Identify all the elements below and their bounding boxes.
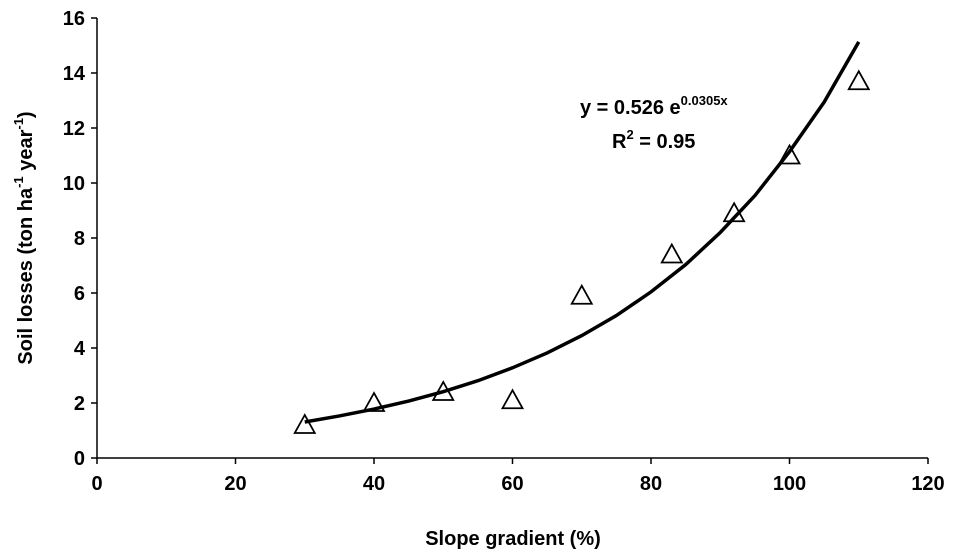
x-tick-label: 120 — [911, 473, 944, 495]
data-point — [293, 413, 317, 434]
y-tick-label: 14 — [63, 63, 86, 85]
x-tick-label: 60 — [501, 473, 523, 495]
text-part: year — [15, 129, 37, 176]
data-point — [847, 69, 871, 91]
trendline — [304, 41, 861, 424]
data-point — [431, 380, 455, 401]
superscript: -1 — [11, 118, 26, 130]
data-point — [570, 283, 594, 305]
data-point — [500, 388, 525, 410]
x-tick-label: 80 — [640, 473, 662, 495]
x-tick-label: 0 — [91, 473, 102, 495]
y-tick-label: 4 — [74, 338, 86, 360]
y-tick-label: 12 — [63, 118, 85, 140]
y-tick-label: 6 — [74, 283, 85, 305]
data-point — [362, 391, 386, 412]
y-tick-label: 10 — [63, 173, 85, 195]
data-point — [660, 242, 684, 264]
text-part: Soil losses (ton ha — [15, 187, 37, 365]
x-tick-label: 100 — [773, 473, 806, 495]
x-axis-title: Slope gradient (%) — [425, 528, 601, 550]
y-tick-label: 8 — [74, 228, 85, 250]
r-squared: R2 = 0.95 — [612, 127, 695, 153]
superscript: 0.0305x — [681, 93, 729, 108]
data-point — [777, 143, 802, 165]
x-tick-label: 20 — [224, 473, 246, 495]
text-part: ) — [15, 111, 37, 118]
y-tick-label: 2 — [74, 393, 85, 415]
text-part: y = 0.526 e — [580, 97, 681, 119]
equation: y = 0.526 e0.0305x — [580, 93, 728, 119]
y-tick-label: 16 — [63, 8, 85, 30]
y-axis-title: Soil losses (ton ha-1 year-1) — [11, 111, 37, 364]
data-point — [722, 201, 746, 223]
superscript: 2 — [626, 127, 633, 142]
x-tick-label: 40 — [363, 473, 385, 495]
text-part: = 0.95 — [634, 131, 696, 153]
superscript: -1 — [11, 176, 26, 188]
y-tick-label: 0 — [74, 448, 85, 470]
text-part: R — [612, 131, 627, 153]
